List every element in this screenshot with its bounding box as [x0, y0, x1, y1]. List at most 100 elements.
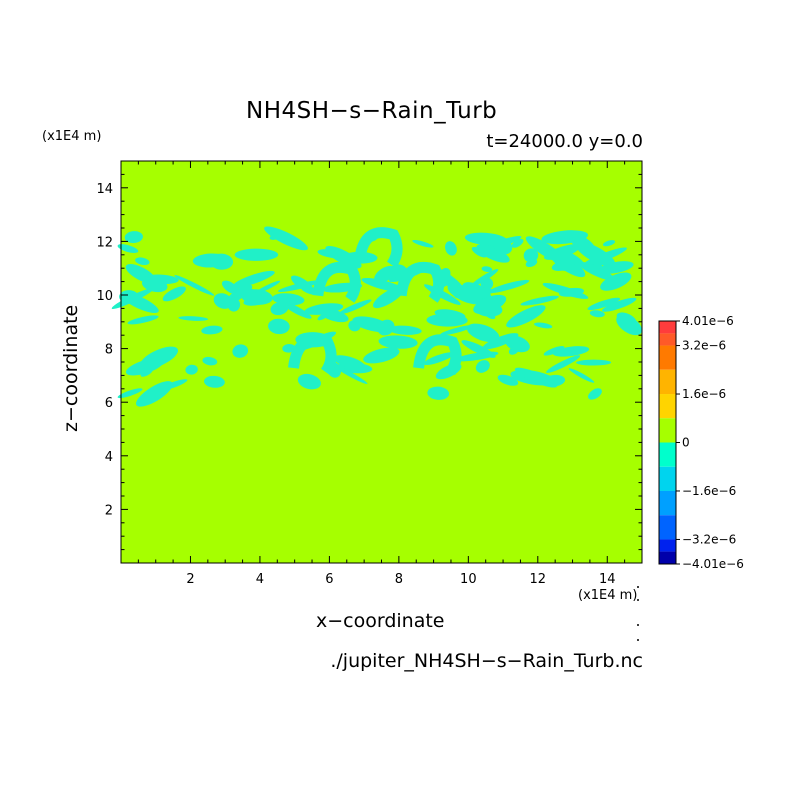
perturbation-blob	[469, 269, 499, 288]
perturbation-blob	[378, 335, 418, 349]
perturbation-blob	[602, 297, 637, 312]
perturbation-blob	[473, 294, 507, 314]
perturbation-blob	[525, 259, 538, 268]
perturbation-blob	[174, 275, 215, 296]
perturbation-blob	[616, 312, 637, 326]
perturbation-blob	[185, 364, 198, 375]
colorbar-band	[659, 321, 676, 334]
perturbation-blob	[543, 244, 581, 260]
colorbar-band	[659, 394, 676, 419]
perturbation-blob	[317, 311, 331, 321]
perturbation-blob	[330, 363, 368, 385]
dot-mark	[637, 639, 639, 641]
perturbation-blob	[412, 239, 434, 248]
dot-mark	[637, 599, 639, 601]
y-tick-label: 14	[96, 182, 113, 197]
perturbation-blob	[562, 251, 585, 268]
perturbation-blob	[546, 355, 581, 373]
x-tick-label: 4	[256, 572, 264, 587]
y-tick-label: 8	[105, 343, 113, 358]
perturbation-blob	[232, 270, 275, 288]
perturbation-blob	[117, 244, 139, 253]
perturbation-blob	[127, 315, 159, 325]
perturbation-blob	[588, 388, 602, 400]
perturbation-blob	[269, 233, 282, 240]
colorbar-band	[659, 539, 676, 552]
perturbation-blob	[598, 261, 634, 274]
perturbation-blob	[143, 274, 179, 285]
colorbar-label: 0	[682, 436, 690, 450]
plume-arc	[312, 261, 361, 303]
perturbation-blob	[374, 265, 396, 284]
y-tick-label: 2	[105, 503, 113, 518]
colorbar-label: −1.6e−6	[682, 484, 736, 498]
perturbation-blob	[388, 325, 422, 335]
perturbation-blob	[583, 247, 627, 266]
source-filename: ./jupiter_NH4SH−s−Rain_Turb.nc	[330, 650, 643, 672]
perturbation-blob	[427, 386, 450, 400]
perturbation-blob	[462, 286, 479, 303]
perturbation-blob	[600, 272, 632, 291]
y-tick-label: 12	[96, 235, 113, 250]
perturbation-blob	[363, 347, 400, 364]
perturbation-blob	[493, 237, 513, 255]
perturbation-blob	[352, 316, 392, 333]
perturbation-blob	[534, 322, 553, 329]
perturbation-blob	[338, 299, 372, 315]
colorbar-band	[659, 333, 676, 346]
perturbation-blob	[497, 374, 519, 386]
perturbation-blob	[589, 310, 605, 318]
perturbation-blob	[232, 344, 249, 358]
y-axis-unit: (x1E4 m)	[42, 129, 102, 144]
perturbation-blob	[268, 318, 290, 335]
y-tick-label: 4	[105, 450, 113, 465]
perturbation-blob	[568, 368, 595, 383]
perturbation-blob	[125, 358, 164, 376]
x-tick-label: 6	[325, 572, 333, 587]
colorbar-label: −4.01e−6	[682, 557, 744, 571]
perturbation-blob	[466, 323, 500, 343]
perturbation-blob	[213, 293, 233, 309]
colorbar-band	[659, 466, 676, 491]
x-tick-label: 2	[186, 572, 194, 587]
perturbation-blob	[423, 352, 455, 366]
x-tick-label: 14	[599, 572, 616, 587]
perturbation-blob	[511, 238, 524, 248]
plume-arc	[395, 261, 445, 303]
perturbation-blob	[440, 325, 474, 336]
perturbation-blob	[124, 231, 143, 244]
perturbation-blob	[178, 316, 209, 321]
perturbation-blob	[162, 286, 186, 302]
colorbar-label: −3.2e−6	[682, 532, 736, 546]
perturbation-blob	[297, 373, 321, 390]
colorbar-band	[659, 418, 676, 443]
perturbation-blob	[202, 356, 218, 366]
chart-subtitle: t=24000.0 y=0.0	[486, 131, 643, 152]
perturbation-blob	[325, 245, 362, 269]
colorbar-band	[659, 442, 676, 467]
colorbar-label: 4.01e−6	[682, 314, 734, 328]
perturbation-blob	[520, 295, 559, 306]
x-tick-label: 10	[460, 572, 477, 587]
perturbation-blob	[445, 241, 457, 256]
x-axis-label: x−coordinate	[316, 610, 445, 632]
perturbation-blob	[281, 301, 312, 319]
perturbation-blob	[587, 297, 621, 311]
y-tick-label: 10	[96, 289, 113, 304]
colorbar-label: 1.6e−6	[682, 387, 726, 401]
perturbation-blob	[576, 359, 612, 366]
dot-mark	[637, 624, 639, 626]
perturbation-blob	[543, 374, 566, 387]
colorbar-band	[659, 551, 676, 564]
perturbation-blob	[481, 266, 493, 273]
colorbar-band	[659, 490, 676, 516]
colorbar-label: 3.2e−6	[682, 339, 726, 353]
x-tick-label: 12	[530, 572, 547, 587]
perturbation-blob	[272, 293, 305, 306]
perturbation-blob	[304, 303, 344, 315]
perturbation-blob	[221, 280, 240, 295]
perturbation-blob	[225, 284, 253, 305]
perturbation-blob	[117, 388, 143, 399]
perturbation-blob	[475, 360, 490, 373]
